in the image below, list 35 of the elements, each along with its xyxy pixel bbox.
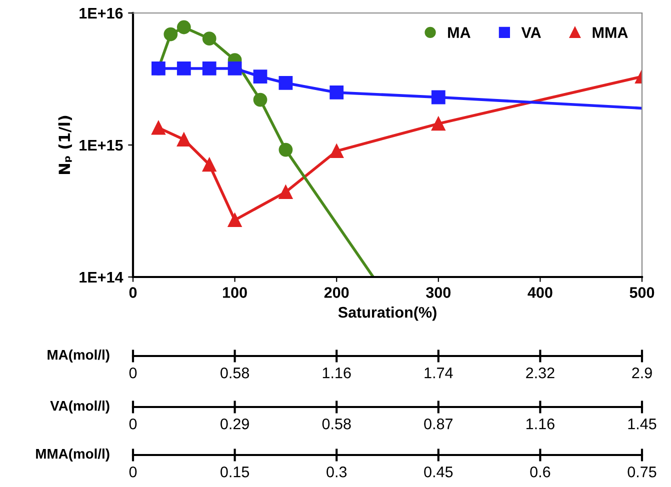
text: 0.87 <box>424 418 452 430</box>
text: VA(mol/l) <box>50 400 110 414</box>
text: 1.16 <box>526 418 554 430</box>
legend-label: MA <box>448 27 470 38</box>
text: 0.45 <box>424 466 453 478</box>
y-tick-label: 1E+15 <box>80 140 123 151</box>
x-axis-title: Saturation(%) <box>338 306 436 321</box>
x2-tick-label: 0 <box>129 368 137 378</box>
legend-label: VA <box>521 27 541 38</box>
x-tick-label: 300 <box>426 287 451 298</box>
x2-axis-title: MA(mol/l) <box>48 350 110 362</box>
text: 0 <box>129 418 137 430</box>
x-tick-label: 200 <box>324 287 349 298</box>
y-tick-label: 1E+16 <box>80 8 123 19</box>
text: 0.6 <box>530 466 550 478</box>
text: 0.58 <box>322 418 351 430</box>
legend-label: MMA <box>592 27 628 38</box>
x-tick-label: 100 <box>223 287 247 298</box>
x2-tick-label: 2.32 <box>526 368 554 378</box>
x2-tick-label: 2.9 <box>632 368 652 378</box>
x-tick-label: 400 <box>528 287 552 298</box>
text: MMA(mol/l) <box>36 448 110 462</box>
x2-tick-label: 0.58 <box>220 368 250 378</box>
text: 0.75 <box>628 466 656 478</box>
text: 0.15 <box>220 466 250 478</box>
x2-tick-label: 1.16 <box>322 368 351 378</box>
y-tick-label: 1E+14 <box>80 272 124 283</box>
y-axis-title: Nₚ (1/l) <box>58 116 72 174</box>
x-tick-label: 0 <box>129 287 137 298</box>
text: 0.3 <box>326 466 347 478</box>
text: 1.45 <box>628 418 656 430</box>
text: 0.29 <box>220 418 249 430</box>
x-tick-label: 500 <box>630 287 654 298</box>
text: 0 <box>129 466 137 478</box>
x2-tick-label: 1.74 <box>424 368 453 378</box>
